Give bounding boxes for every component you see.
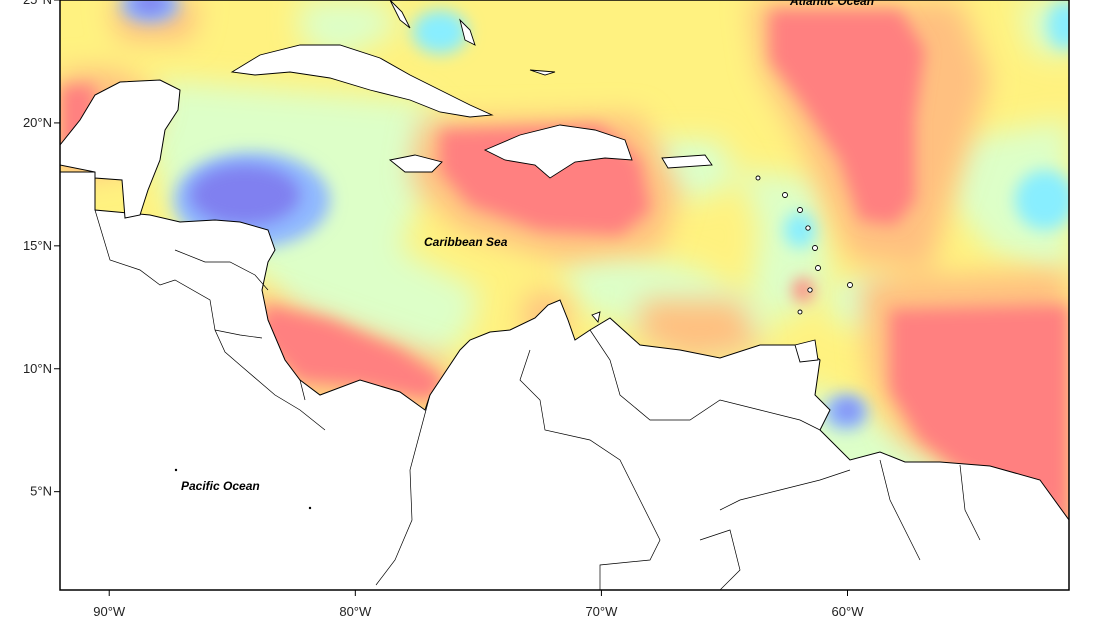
- aruba-curacao: [591, 311, 601, 323]
- lat-tick-label: 10°N: [23, 361, 52, 376]
- pacific-label: Pacific Ocean: [181, 479, 260, 493]
- anomaly-field: Atlantic Ocean Caribbean Sea Pacific Oce…: [60, 0, 1069, 590]
- lesser-antilles: [755, 175, 853, 315]
- lon-tick-label: 90°W: [93, 604, 126, 619]
- lon-tick-label: 60°W: [832, 604, 865, 619]
- lat-tick-label: 25°N: [23, 0, 52, 7]
- cuba: [230, 44, 494, 118]
- trinidad: [794, 339, 819, 363]
- latitude-axis: 25°N 20°N 15°N 10°N 5°N: [23, 0, 60, 499]
- jamaica: [388, 154, 443, 173]
- caribbean-islands: [230, 0, 819, 363]
- lat-tick-label: 15°N: [23, 238, 52, 253]
- atlantic-label: Atlantic Ocean: [789, 0, 874, 8]
- landmasses: [60, 79, 1069, 590]
- lat-tick-label: 20°N: [23, 115, 52, 130]
- lon-tick-label: 70°W: [585, 604, 618, 619]
- bahamas-1: [389, 0, 411, 29]
- pacific-island: [174, 468, 178, 472]
- longitude-axis: 90°W 80°W 70°W 60°W: [93, 590, 864, 619]
- bahamas-2: [459, 18, 476, 46]
- hispaniola: [483, 124, 633, 179]
- yucatan: [60, 79, 181, 219]
- puerto-rico: [661, 154, 713, 169]
- lat-tick-label: 5°N: [30, 484, 52, 499]
- caribbean-label: Caribbean Sea: [424, 235, 508, 249]
- lon-tick-label: 80°W: [339, 604, 372, 619]
- country-borders: [94, 209, 981, 590]
- bahamas-3: [529, 69, 556, 76]
- map-frame: [59, 0, 1070, 591]
- pacific-island: [308, 506, 312, 510]
